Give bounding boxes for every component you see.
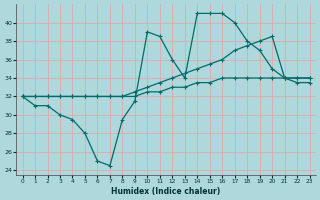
X-axis label: Humidex (Indice chaleur): Humidex (Indice chaleur)	[111, 187, 221, 196]
